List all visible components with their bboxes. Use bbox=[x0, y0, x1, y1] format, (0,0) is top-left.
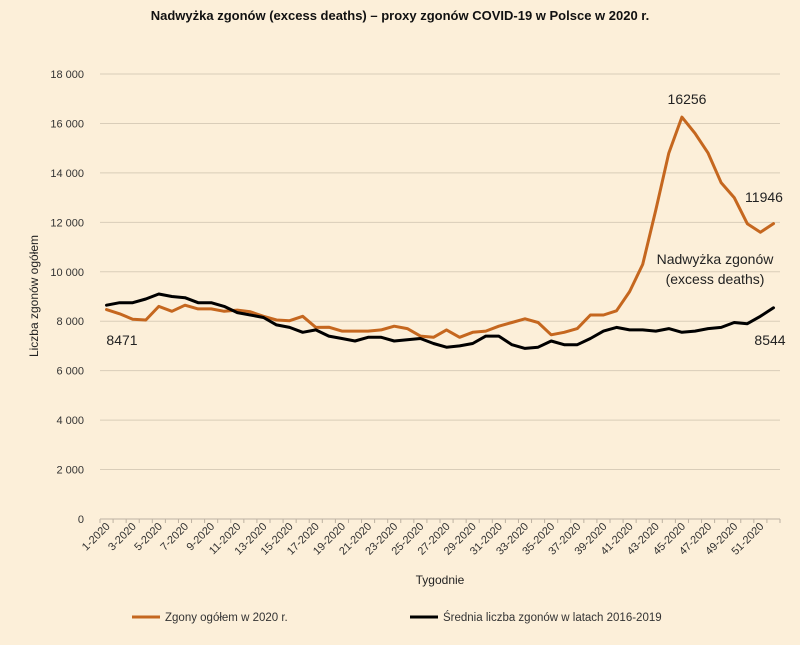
y-tick-label: 2 000 bbox=[56, 465, 84, 477]
chart-title: Nadwyżka zgonów (excess deaths) – proxy … bbox=[151, 8, 650, 23]
x-tick-label: 5-2020 bbox=[132, 521, 165, 554]
x-tick-label: 1-2020 bbox=[80, 521, 113, 554]
annotation-excess-line1: Nadwyżka zgonów bbox=[657, 251, 775, 267]
y-tick-label: 6 000 bbox=[56, 366, 84, 378]
y-axis-ticks: 0 2 000 4 000 6 000 8 000 10 000 12 000 14 000 1… bbox=[50, 69, 84, 526]
series-line-average bbox=[105, 292, 775, 350]
y-tick-label: 14 000 bbox=[50, 168, 84, 180]
legend-label-2020: Zgony ogółem w 2020 r. bbox=[165, 612, 288, 624]
annotation-first-2020: 8471 bbox=[106, 332, 137, 348]
annotations: 16256 11946 8471 8544 Nadwyżka zgonów (e… bbox=[106, 91, 785, 348]
y-tick-label: 4 000 bbox=[56, 415, 84, 427]
gridlines bbox=[100, 73, 780, 471]
legend: Zgony ogółem w 2020 r. Średnia liczba zg… bbox=[132, 611, 662, 624]
y-tick-label: 16 000 bbox=[50, 118, 84, 130]
annotation-excess-line2: (excess deaths) bbox=[666, 271, 765, 287]
x-axis-label: Tygodnie bbox=[416, 573, 465, 587]
y-tick-label: 0 bbox=[78, 514, 84, 526]
y-tick-label: 18 000 bbox=[50, 69, 84, 81]
series-lines bbox=[105, 115, 775, 350]
annotation-last-2020: 11946 bbox=[745, 189, 783, 205]
x-axis-ticks: 1-20203-20205-20207-20209-202011-202013-… bbox=[80, 519, 781, 558]
y-tick-label: 12 000 bbox=[50, 217, 84, 229]
y-axis-label: Liczba zgonów ogółem bbox=[27, 235, 41, 357]
y-tick-label: 8 000 bbox=[56, 316, 84, 328]
series-line-2020 bbox=[105, 115, 775, 339]
legend-label-average: Średnia liczba zgonów w latach 2016-2019 bbox=[443, 611, 662, 624]
y-tick-label: 10 000 bbox=[50, 267, 84, 279]
x-tick-label: 7-2020 bbox=[158, 521, 191, 554]
x-tick-label: 3-2020 bbox=[106, 521, 139, 554]
annotation-peak: 16256 bbox=[668, 91, 707, 107]
annotation-last-average: 8544 bbox=[754, 332, 785, 348]
